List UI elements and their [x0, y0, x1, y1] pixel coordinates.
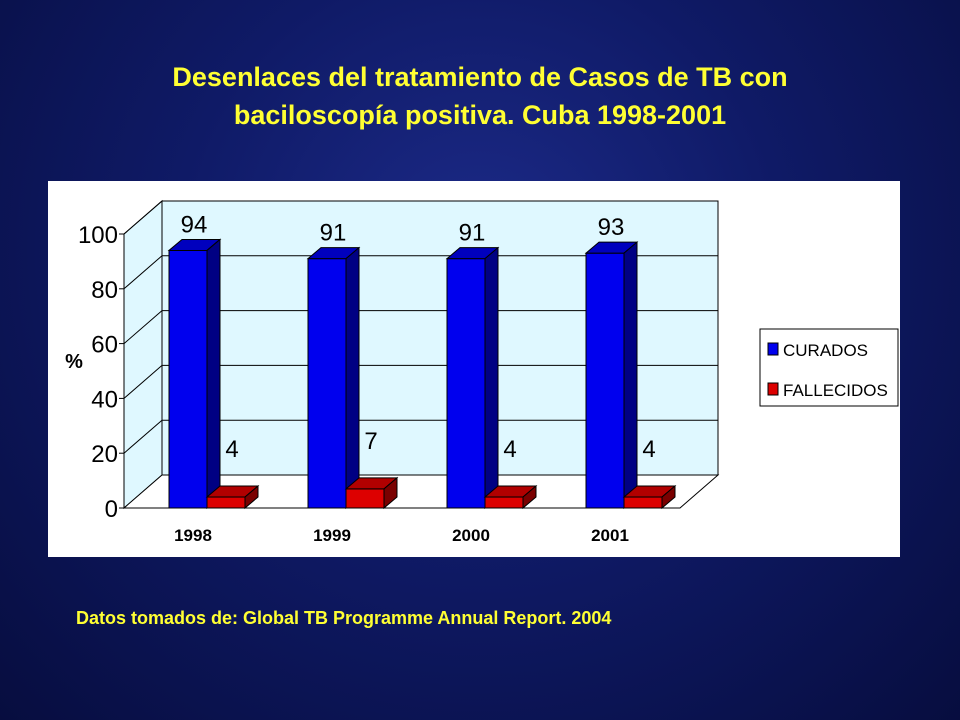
y-axis-label: %	[65, 351, 83, 373]
y-tick-label: 0	[105, 496, 118, 523]
bar-side-curados-1999	[345, 246, 360, 510]
y-tick-label: 60	[91, 332, 118, 359]
data-label-fallecidos-1998: 4	[225, 436, 238, 463]
bar-side-curados-2000	[484, 246, 499, 510]
legend-box	[759, 328, 899, 407]
y-tick-label: 100	[78, 222, 118, 249]
x-tick-label-1999: 1999	[313, 526, 351, 545]
bar-side-fallecidos-2001	[661, 484, 676, 510]
bar-side-fallecidos-1998	[244, 484, 259, 510]
data-label-fallecidos-2000: 4	[503, 436, 516, 463]
data-label-fallecidos-1999: 7	[364, 428, 377, 455]
bar-curados-1998	[168, 249, 208, 509]
gridline	[123, 255, 718, 290]
plot-side-wall	[123, 199, 163, 510]
x-tick-label-2001: 2001	[591, 526, 629, 545]
legend-swatch-fallecidos	[767, 382, 779, 396]
bar-side-fallecidos-1999	[383, 476, 398, 510]
bar-curados-2001	[585, 252, 625, 509]
data-label-curados-1998: 94	[181, 211, 208, 238]
chart-panel: 0 20 40 60 80 100% 94 4 1998 91 7 1999 91 4 2000 93 4 200…	[48, 181, 900, 557]
bar-side-fallecidos-2000	[522, 484, 537, 510]
title-line-1: Desenlaces del tratamiento de Casos de T…	[172, 62, 788, 92]
gridline	[123, 200, 718, 235]
legend-swatch-curados	[767, 342, 779, 356]
legend-label-fallecidos: FALLECIDOS	[783, 381, 888, 400]
data-label-fallecidos-2001: 4	[642, 436, 655, 463]
title-line-2: baciloscopía positiva. Cuba 1998-2001	[233, 100, 727, 130]
source-note: Datos tomados de: Global TB Programme An…	[76, 608, 612, 628]
gridline	[123, 364, 718, 399]
bar-curados-1999	[307, 258, 347, 509]
data-label-curados-2000: 91	[459, 220, 486, 247]
y-tick-label: 80	[91, 277, 118, 304]
y-tick-label: 40	[91, 386, 118, 413]
gridline	[123, 419, 718, 454]
gridline	[123, 310, 718, 344]
bar-chart: 0 20 40 60 80 100% 94 4 1998 91 7 1999 91 4 2000 93 4 200…	[65, 199, 899, 545]
bar-fallecidos-2001	[623, 496, 663, 509]
bar-fallecidos-1998	[206, 496, 246, 509]
x-tick-label-1998: 1998	[174, 526, 212, 545]
legend-label-curados: CURADOS	[783, 341, 868, 360]
chart-title: Desenlaces del tratamiento de Casos de T…	[60, 58, 900, 134]
data-label-curados-1999: 91	[320, 220, 347, 247]
bar-side-curados-2001	[623, 241, 638, 510]
x-tick-label-2000: 2000	[452, 526, 490, 545]
bar-fallecidos-2000	[484, 496, 524, 509]
bar-side-curados-1998	[206, 238, 221, 510]
y-tick-label: 20	[91, 441, 118, 468]
bar-fallecidos-1999	[345, 488, 385, 509]
data-label-curados-2001: 93	[598, 214, 625, 241]
bar-curados-2000	[446, 258, 486, 509]
